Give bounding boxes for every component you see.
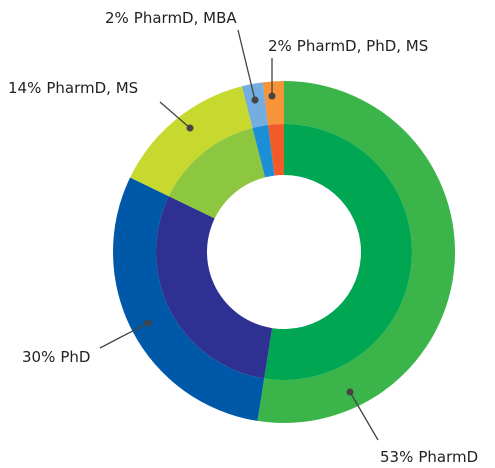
leader-dot <box>346 388 354 396</box>
outer-slice <box>262 81 284 125</box>
slice-category-label: PharmD, MS <box>46 79 138 97</box>
leader-line <box>237 29 256 101</box>
leader-line <box>99 322 149 349</box>
outer-slice <box>113 177 265 421</box>
inner-slice <box>168 127 266 219</box>
leader-dot <box>144 319 152 327</box>
slice-value-label: 2% <box>268 37 292 55</box>
leader-dot <box>268 92 276 100</box>
slice-category-label: PharmD, PhD, MS <box>297 37 428 55</box>
slice-value-label: 2% <box>105 9 129 27</box>
slice-category-label: PharmD, MBA <box>134 9 238 27</box>
leader-line <box>349 391 379 441</box>
slice-label: 14% PharmD, MS <box>8 79 138 97</box>
slice-category-label: PhD <box>60 348 90 366</box>
inner-slice <box>264 124 412 380</box>
slice-value-label: 53% <box>380 448 413 466</box>
leader-line <box>159 101 191 129</box>
slice-label: 53% PharmD <box>380 448 478 466</box>
inner-slice <box>156 196 273 379</box>
outer-slice <box>241 82 269 128</box>
inner-slice <box>268 124 284 176</box>
leader-dot <box>251 96 259 104</box>
inner-slice <box>252 124 275 178</box>
slice-label: 2% PharmD, MBA <box>105 9 237 27</box>
slice-label: 2% PharmD, PhD, MS <box>268 37 428 55</box>
slice-label: 30% PhD <box>22 348 90 366</box>
slice-category-label: PharmD <box>418 448 478 466</box>
leader-dot <box>186 124 194 132</box>
slice-value-label: 30% <box>22 348 55 366</box>
outer-slice <box>130 86 253 197</box>
outer-slice <box>257 81 456 423</box>
slice-value-label: 14% <box>8 79 41 97</box>
